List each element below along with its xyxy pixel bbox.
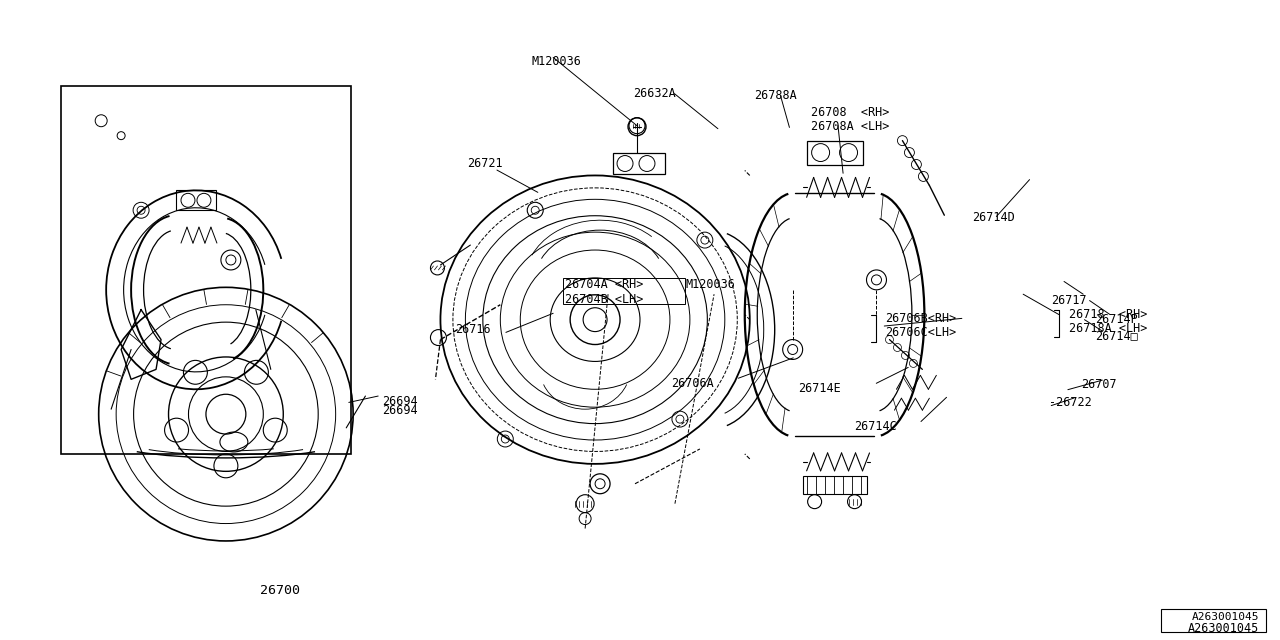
Text: A263001045: A263001045 bbox=[1192, 612, 1260, 623]
Text: 26704B <LH>: 26704B <LH> bbox=[564, 293, 643, 306]
Text: 26714□: 26714□ bbox=[1094, 329, 1138, 342]
Text: 26714E: 26714E bbox=[799, 382, 841, 395]
Text: 26716: 26716 bbox=[454, 323, 490, 336]
Text: 26717: 26717 bbox=[1051, 294, 1087, 307]
Text: 26632A: 26632A bbox=[634, 87, 676, 100]
Text: 26708A <LH>: 26708A <LH> bbox=[812, 120, 890, 133]
Text: 26706B<RH>: 26706B<RH> bbox=[886, 312, 956, 325]
Bar bbox=[803, 476, 867, 493]
Text: 26706C<LH>: 26706C<LH> bbox=[886, 326, 956, 339]
Text: 26706A: 26706A bbox=[671, 377, 713, 390]
Text: 26721: 26721 bbox=[467, 157, 503, 170]
Text: 26714P: 26714P bbox=[1094, 314, 1138, 326]
Text: 26788A: 26788A bbox=[754, 89, 796, 102]
Text: 26700: 26700 bbox=[260, 584, 300, 597]
Bar bbox=[563, 278, 685, 304]
Text: M120036: M120036 bbox=[686, 278, 736, 291]
Bar bbox=[806, 141, 863, 164]
Text: 26718A <LH>: 26718A <LH> bbox=[1069, 321, 1148, 335]
Text: 26714D: 26714D bbox=[972, 211, 1015, 225]
Bar bbox=[177, 190, 216, 211]
Bar bbox=[613, 152, 664, 175]
Text: 26708  <RH>: 26708 <RH> bbox=[812, 106, 890, 120]
Text: M120036: M120036 bbox=[531, 56, 581, 68]
Text: A263001045: A263001045 bbox=[1188, 622, 1260, 635]
Text: 26704A <RH>: 26704A <RH> bbox=[564, 278, 643, 291]
Text: 26718  <RH>: 26718 <RH> bbox=[1069, 308, 1148, 321]
Text: 26714C: 26714C bbox=[855, 420, 897, 433]
Text: 26694: 26694 bbox=[381, 404, 417, 417]
Text: 26707: 26707 bbox=[1080, 378, 1116, 391]
Text: 26694: 26694 bbox=[381, 395, 417, 408]
Bar bbox=[1161, 609, 1266, 632]
Text: -26722: -26722 bbox=[1048, 396, 1092, 409]
Bar bbox=[61, 86, 351, 454]
